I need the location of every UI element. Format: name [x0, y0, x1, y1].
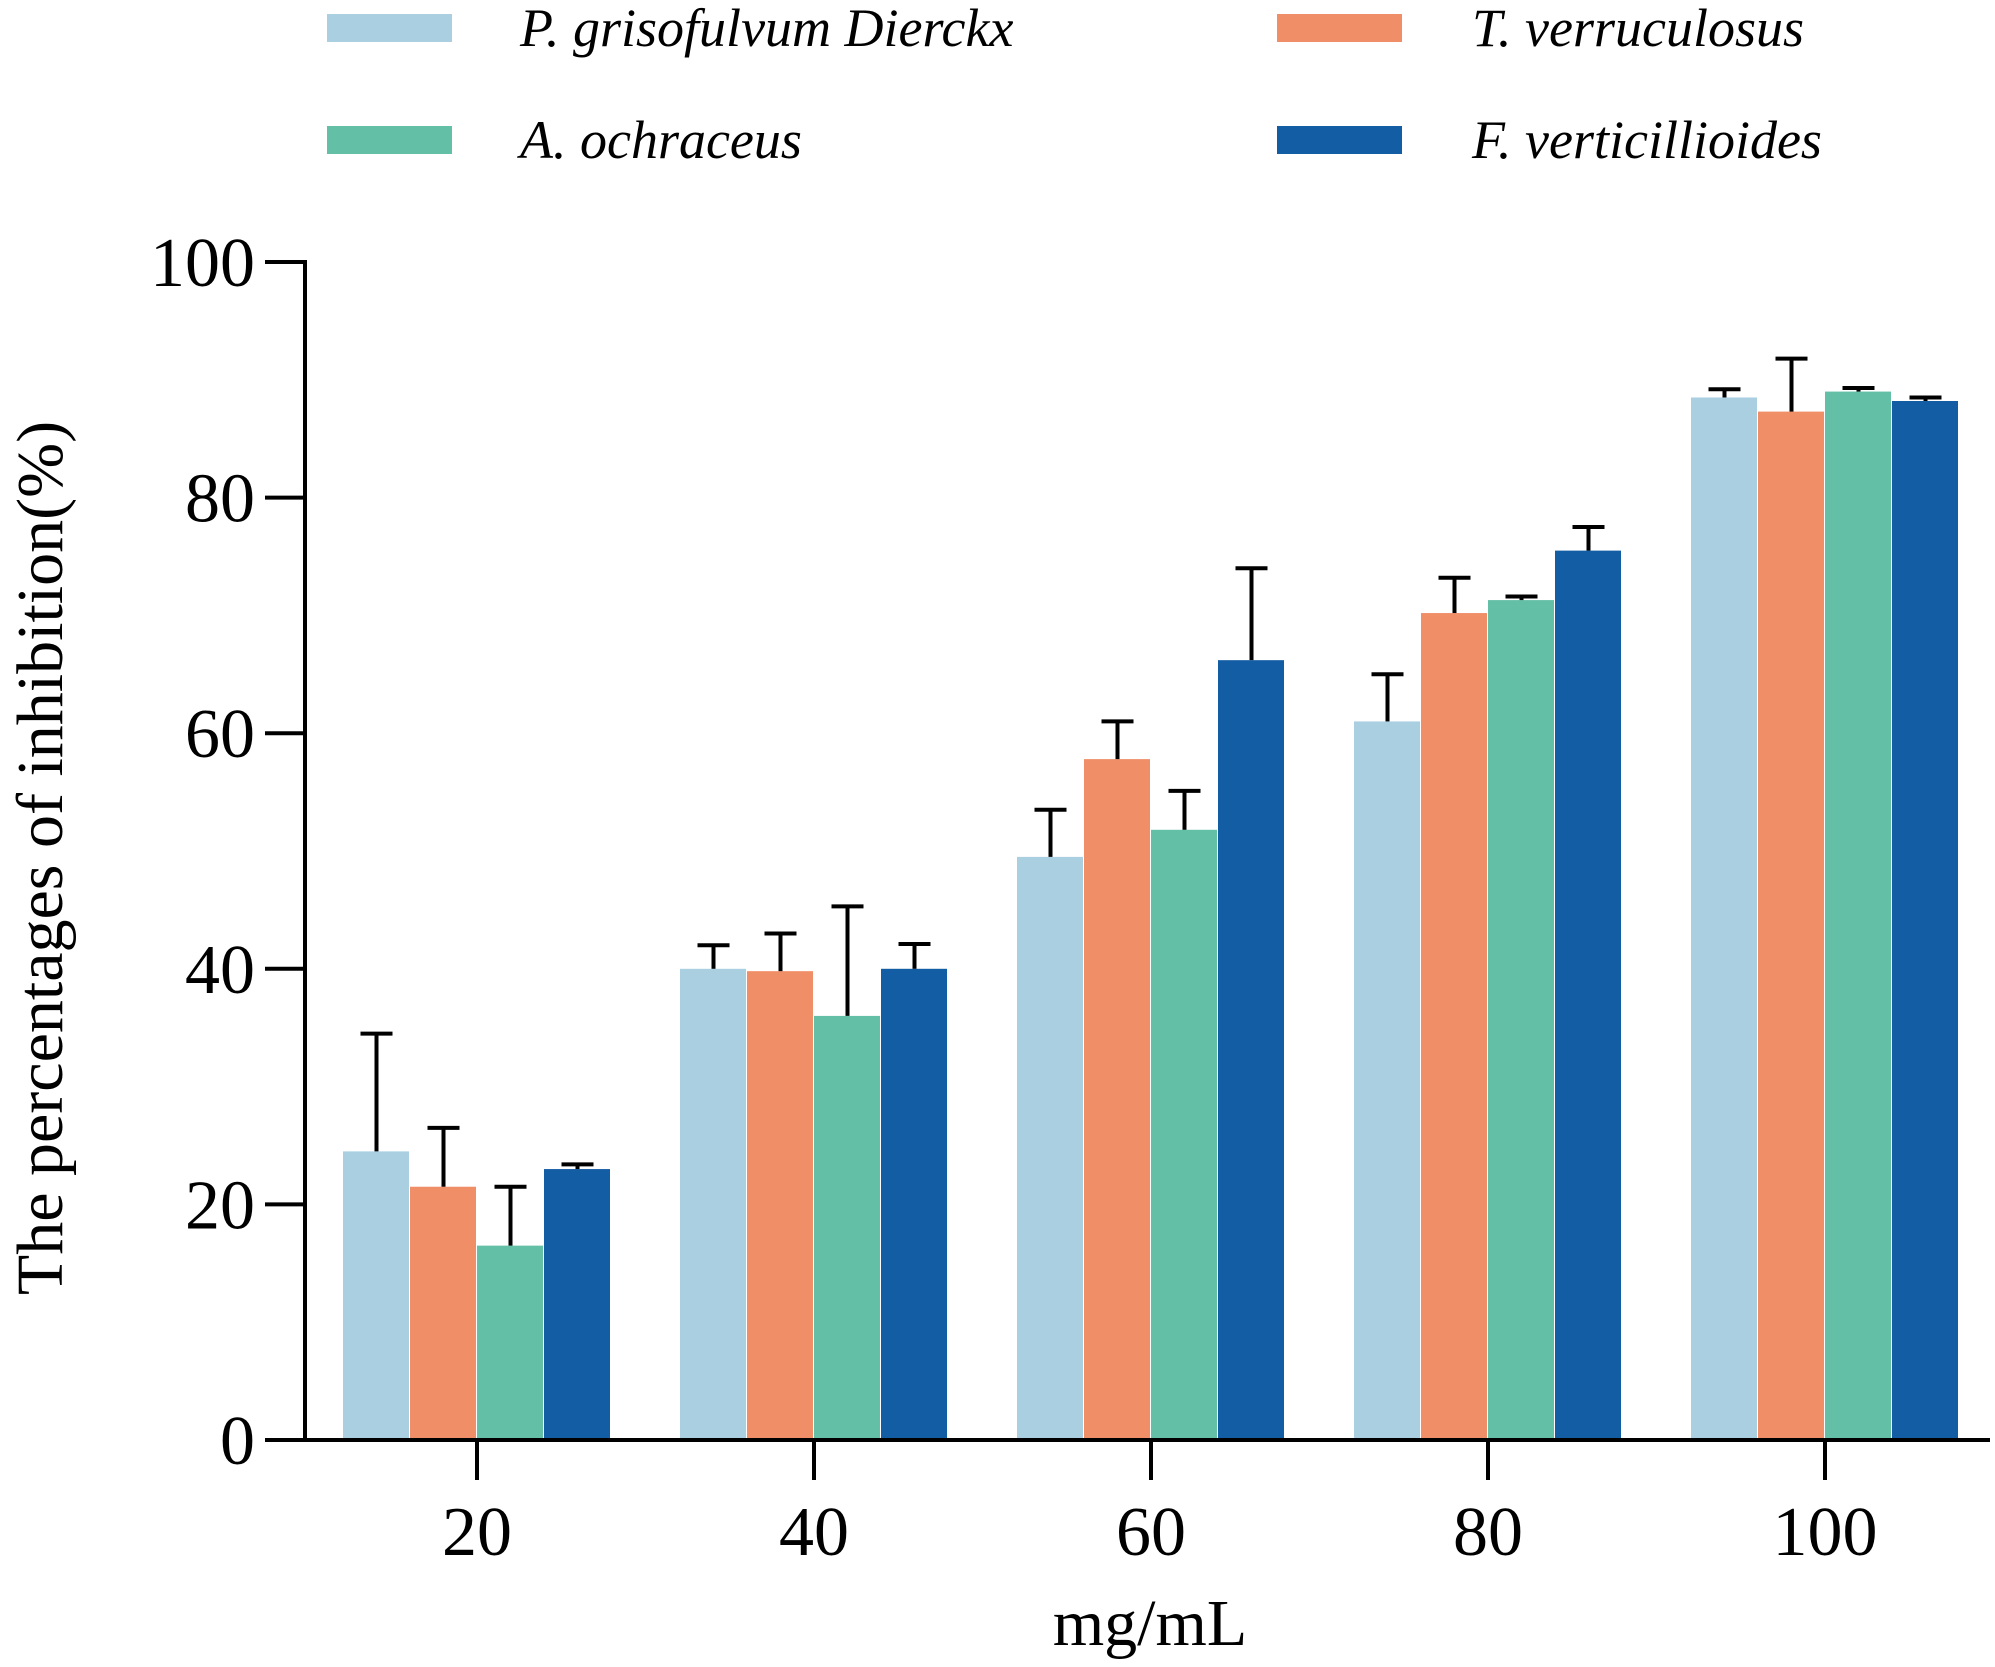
- bar-100-series-2: [1825, 391, 1891, 1441]
- x-tick-label: 20: [442, 1494, 512, 1571]
- y-axis-title: The percentages of inhibition(%): [4, 421, 77, 1295]
- legend-label: A. ochraceus: [517, 110, 802, 170]
- legend-swatch: [1277, 126, 1402, 154]
- y-tick-label: 40: [185, 932, 255, 1009]
- error-bar-40-series-1: [764, 931, 797, 972]
- legend-swatch: [327, 126, 452, 154]
- bar-60-series-1: [1084, 759, 1150, 1440]
- bars-layer: [343, 391, 1958, 1441]
- legend-label: P. grisofulvum Dierckx: [519, 0, 1013, 58]
- bar-80-series-1: [1421, 613, 1487, 1440]
- legend-swatch: [327, 14, 452, 42]
- bar-40-series-1: [747, 971, 813, 1440]
- error-bar-100-series-0: [1708, 387, 1741, 398]
- legend-swatch: [1277, 14, 1402, 42]
- error-bar-60-series-3: [1235, 566, 1268, 661]
- bar-40-series-0: [680, 968, 746, 1440]
- error-bar-100-series-1: [1775, 356, 1808, 412]
- bar-80-series-2: [1488, 600, 1554, 1440]
- y-tick-label: 20: [185, 1167, 255, 1244]
- bar-20-series-2: [477, 1245, 543, 1440]
- legend-item: A. ochraceus: [327, 110, 802, 170]
- bar-40-series-2: [814, 1015, 880, 1440]
- error-bar-40-series-2: [831, 904, 864, 1016]
- error-bar-80-series-3: [1572, 525, 1605, 551]
- x-tick-label: 40: [779, 1494, 849, 1571]
- bar-20-series-0: [343, 1151, 409, 1440]
- legend-label: F. verticillioides: [1471, 110, 1822, 170]
- bar-40-series-3: [881, 968, 947, 1440]
- error-bar-60-series-1: [1101, 719, 1134, 760]
- bar-80-series-0: [1354, 721, 1420, 1440]
- error-bar-80-series-0: [1371, 672, 1404, 722]
- bar-60-series-2: [1151, 829, 1217, 1440]
- x-tick-label: 100: [1773, 1494, 1878, 1571]
- y-tick-label: 100: [150, 225, 255, 302]
- bar-100-series-1: [1758, 411, 1824, 1441]
- y-tick-label: 80: [185, 461, 255, 538]
- error-bar-60-series-2: [1168, 788, 1201, 830]
- bar-100-series-3: [1892, 401, 1958, 1440]
- error-bars-layer: [360, 356, 1942, 1246]
- error-bar-100-series-3: [1909, 395, 1942, 402]
- x-tick-label: 60: [1116, 1494, 1186, 1571]
- bar-60-series-0: [1017, 856, 1083, 1440]
- error-bar-20-series-3: [561, 1162, 594, 1170]
- error-bar-40-series-0: [697, 943, 730, 969]
- error-bar-80-series-2: [1505, 594, 1538, 601]
- x-axis-title: mg/mL: [1053, 1587, 1247, 1660]
- error-bar-100-series-2: [1842, 386, 1875, 392]
- legend-label: T. verruculosus: [1472, 0, 1804, 58]
- bar-20-series-1: [410, 1186, 476, 1440]
- error-bar-40-series-3: [898, 942, 931, 969]
- error-bar-20-series-0: [360, 1031, 393, 1152]
- legend-item: F. verticillioides: [1277, 110, 1822, 170]
- error-bar-20-series-2: [494, 1184, 527, 1246]
- error-bar-20-series-1: [427, 1125, 460, 1187]
- error-bar-60-series-0: [1034, 807, 1067, 857]
- bar-60-series-3: [1218, 660, 1284, 1440]
- y-tick-label: 0: [220, 1403, 255, 1480]
- legend: P. grisofulvum Dierckx T. verruculosus A. …: [327, 0, 1822, 170]
- x-tick-label: 80: [1453, 1494, 1523, 1571]
- error-bar-80-series-1: [1438, 575, 1471, 614]
- legend-item: P. grisofulvum Dierckx: [327, 0, 1013, 58]
- bar-100-series-0: [1691, 397, 1757, 1441]
- legend-item: T. verruculosus: [1277, 0, 1804, 58]
- y-tick-label: 60: [185, 696, 255, 773]
- axes-layer: 0 20 40 60 80 100 20 40 60 80 100: [150, 225, 1990, 1571]
- bar-80-series-3: [1555, 550, 1621, 1440]
- bar-20-series-3: [544, 1169, 610, 1440]
